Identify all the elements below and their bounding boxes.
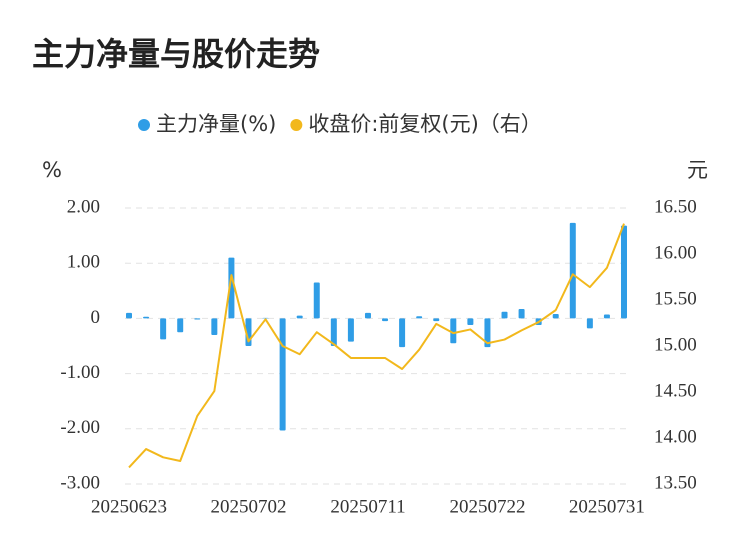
- bar: [382, 318, 389, 322]
- bar: [330, 318, 337, 346]
- bar: [586, 318, 593, 329]
- y2-tick-label: 13.50: [654, 472, 697, 493]
- y2-tick-label: 14.50: [654, 380, 697, 401]
- legend-marker: [138, 119, 150, 131]
- y-tick-label: -1.00: [60, 362, 100, 383]
- bar: [177, 318, 184, 333]
- legend-label: 主力净量(%): [156, 112, 276, 136]
- bar: [518, 309, 525, 319]
- bar: [450, 318, 457, 344]
- y-tick-label: -2.00: [60, 417, 100, 438]
- y2-tick-label: 14.00: [654, 426, 697, 447]
- bar: [416, 316, 423, 319]
- bar: [433, 318, 440, 322]
- bar: [467, 318, 474, 326]
- x-tick-label: 20250623: [91, 496, 167, 517]
- y-tick-label: 0: [91, 307, 101, 328]
- y-tick-label: 1.00: [67, 252, 100, 273]
- legend-label: 收盘价:前复权(元)（右）: [308, 112, 541, 136]
- bar: [552, 313, 559, 319]
- y2-axis-label: 元: [687, 158, 708, 182]
- bar: [211, 318, 218, 335]
- bar: [279, 318, 286, 431]
- bar: [347, 318, 354, 342]
- bar: [569, 222, 576, 319]
- bar: [228, 257, 235, 319]
- chart-title: 主力净量与股价走势: [32, 35, 320, 73]
- bar: [143, 316, 150, 319]
- y2-tick-label: 15.50: [654, 288, 697, 309]
- bar: [484, 318, 491, 348]
- y-tick-label: -3.00: [60, 472, 100, 493]
- x-tick-label: 20250702: [210, 496, 286, 517]
- legend-marker: [290, 119, 303, 131]
- y-axis-label: %: [42, 158, 62, 182]
- x-tick-label: 20250731: [569, 496, 645, 517]
- bar: [364, 312, 371, 319]
- bar: [262, 317, 269, 319]
- x-tick-label: 20250711: [330, 496, 405, 517]
- bar: [501, 311, 508, 319]
- bar: [603, 314, 610, 319]
- bar: [313, 282, 320, 319]
- x-tick-label: 20250722: [449, 496, 525, 517]
- y2-tick-label: 16.50: [654, 196, 697, 217]
- bar: [126, 312, 132, 319]
- bar: [399, 318, 406, 348]
- y2-tick-label: 15.00: [654, 334, 697, 355]
- bar: [621, 225, 627, 319]
- y-tick-label: 2.00: [67, 196, 100, 217]
- price-line: [128, 223, 625, 469]
- bar: [194, 318, 201, 320]
- bar: [160, 318, 167, 340]
- bar: [296, 315, 303, 319]
- y2-tick-label: 16.00: [654, 242, 697, 263]
